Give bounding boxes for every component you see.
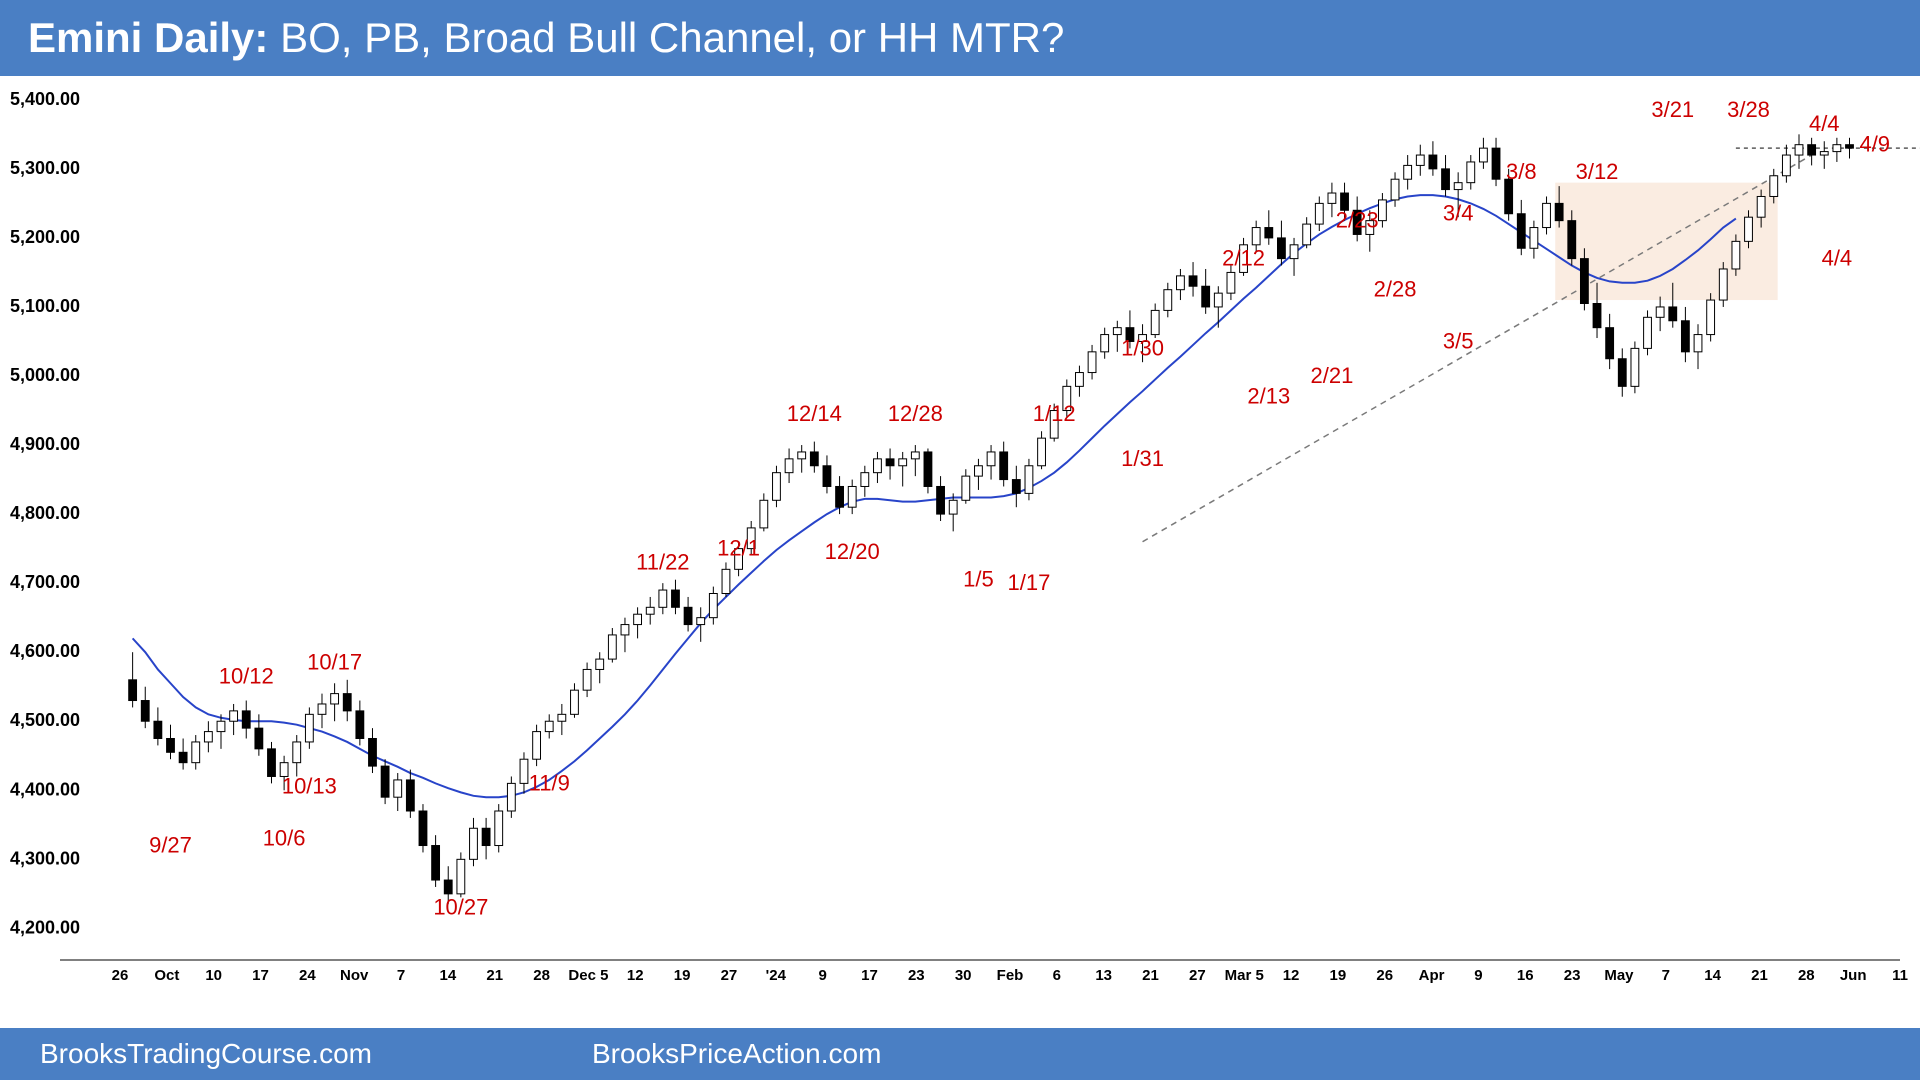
svg-text:5,200.00: 5,200.00: [10, 227, 80, 247]
svg-text:27: 27: [1189, 967, 1206, 984]
svg-text:10: 10: [205, 967, 222, 984]
svg-text:5,300.00: 5,300.00: [10, 158, 80, 178]
chart-title-bold: Emini Daily:: [28, 14, 268, 61]
svg-text:3/5: 3/5: [1443, 328, 1474, 353]
svg-text:1/31: 1/31: [1121, 446, 1164, 471]
svg-text:12: 12: [1283, 967, 1300, 984]
svg-text:28: 28: [533, 967, 550, 984]
svg-text:28: 28: [1798, 967, 1815, 984]
svg-text:Apr: Apr: [1419, 967, 1445, 984]
svg-text:2/21: 2/21: [1311, 363, 1354, 388]
svg-text:26: 26: [112, 967, 129, 984]
svg-text:9/27: 9/27: [149, 832, 192, 857]
svg-text:2/12: 2/12: [1222, 246, 1265, 271]
svg-text:Mar 5: Mar 5: [1225, 967, 1264, 984]
svg-text:17: 17: [252, 967, 269, 984]
svg-text:Dec 5: Dec 5: [568, 967, 608, 984]
svg-text:5,100.00: 5,100.00: [10, 296, 80, 316]
svg-text:2/13: 2/13: [1247, 384, 1290, 409]
chart-title-bar: Emini Daily: BO, PB, Broad Bull Channel,…: [0, 0, 1920, 76]
svg-text:10/27: 10/27: [433, 895, 488, 920]
svg-text:21: 21: [486, 967, 503, 984]
svg-text:4/4: 4/4: [1809, 111, 1840, 136]
svg-text:10/17: 10/17: [307, 649, 362, 674]
svg-text:9: 9: [1474, 967, 1482, 984]
svg-text:10/13: 10/13: [282, 774, 337, 799]
svg-text:21: 21: [1751, 967, 1768, 984]
svg-text:27: 27: [721, 967, 738, 984]
svg-text:19: 19: [674, 967, 691, 984]
svg-text:3/28: 3/28: [1727, 97, 1770, 122]
svg-text:4,700.00: 4,700.00: [10, 572, 80, 592]
svg-text:19: 19: [1330, 967, 1347, 984]
svg-text:May: May: [1604, 967, 1634, 984]
svg-text:11/9: 11/9: [529, 770, 570, 795]
svg-text:4,300.00: 4,300.00: [10, 848, 80, 868]
chart-area: 4,200.00 4,300.00 4,400.00 4,500.00 4,600.00…: [0, 76, 1920, 1028]
svg-text:'24: '24: [766, 967, 787, 984]
svg-text:4/4: 4/4: [1822, 246, 1853, 271]
svg-text:4,400.00: 4,400.00: [10, 779, 80, 799]
svg-text:Oct: Oct: [154, 967, 179, 984]
svg-text:3/8: 3/8: [1506, 159, 1537, 184]
svg-text:24: 24: [299, 967, 316, 984]
svg-text:12: 12: [627, 967, 644, 984]
svg-text:11/22: 11/22: [636, 549, 689, 574]
svg-text:7: 7: [397, 967, 405, 984]
svg-text:2/28: 2/28: [1374, 277, 1417, 302]
svg-text:Nov: Nov: [340, 967, 369, 984]
footer-bar: BrooksTradingCourse.com BrooksPriceActio…: [0, 1028, 1920, 1080]
svg-text:26: 26: [1376, 967, 1393, 984]
svg-text:5,000.00: 5,000.00: [10, 365, 80, 385]
svg-text:30: 30: [955, 967, 972, 984]
svg-text:3/12: 3/12: [1576, 159, 1619, 184]
svg-text:6: 6: [1053, 967, 1061, 984]
svg-text:7: 7: [1662, 967, 1670, 984]
svg-text:3/4: 3/4: [1443, 201, 1474, 226]
svg-text:4,600.00: 4,600.00: [10, 641, 80, 661]
svg-text:16: 16: [1517, 967, 1534, 984]
svg-text:23: 23: [1564, 967, 1581, 984]
svg-text:1/17: 1/17: [1008, 570, 1051, 595]
svg-text:2/23: 2/23: [1336, 208, 1379, 233]
svg-text:1/5: 1/5: [963, 567, 994, 592]
svg-text:17: 17: [861, 967, 878, 984]
svg-text:Jun: Jun: [1840, 967, 1867, 984]
svg-text:12/28: 12/28: [888, 401, 943, 426]
svg-text:1/30: 1/30: [1121, 335, 1164, 360]
svg-text:23: 23: [908, 967, 925, 984]
svg-text:11: 11: [1892, 967, 1908, 984]
svg-text:4,900.00: 4,900.00: [10, 434, 80, 454]
svg-text:5,400.00: 5,400.00: [10, 89, 80, 109]
candlestick-chart: 4,200.00 4,300.00 4,400.00 4,500.00 4,600.00…: [0, 76, 1920, 1026]
chart-title-rest: BO, PB, Broad Bull Channel, or HH MTR?: [268, 14, 1064, 61]
svg-text:1/12: 1/12: [1033, 401, 1076, 426]
footer-link-right: BrooksPriceAction.com: [592, 1038, 881, 1070]
svg-text:10/6: 10/6: [263, 826, 306, 851]
footer-link-left: BrooksTradingCourse.com: [40, 1038, 372, 1070]
svg-text:9: 9: [818, 967, 826, 984]
svg-text:4,500.00: 4,500.00: [10, 710, 80, 730]
page-root: Emini Daily: BO, PB, Broad Bull Channel,…: [0, 0, 1920, 1080]
svg-text:4,800.00: 4,800.00: [10, 503, 80, 523]
svg-text:12/20: 12/20: [825, 539, 880, 564]
svg-text:21: 21: [1142, 967, 1159, 984]
svg-text:3/21: 3/21: [1651, 97, 1694, 122]
svg-text:13: 13: [1095, 967, 1112, 984]
svg-text:4,200.00: 4,200.00: [10, 917, 80, 937]
svg-text:4/9: 4/9: [1859, 132, 1890, 157]
svg-text:Feb: Feb: [997, 967, 1024, 984]
svg-text:14: 14: [1704, 967, 1721, 984]
svg-text:12/14: 12/14: [787, 401, 842, 426]
svg-text:10/12: 10/12: [219, 663, 274, 688]
svg-text:14: 14: [440, 967, 457, 984]
svg-text:12/1: 12/1: [717, 536, 760, 561]
